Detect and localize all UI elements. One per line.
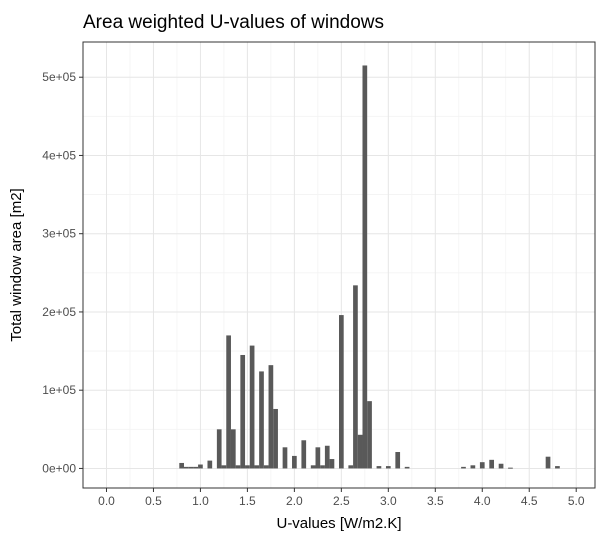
bar — [339, 315, 344, 469]
bar — [479, 462, 485, 469]
x-axis-label: U-values [W/m2.K] — [276, 515, 401, 532]
bar — [179, 462, 184, 469]
bar — [489, 459, 495, 469]
x-tick-label: 4.0 — [474, 494, 491, 508]
bar — [230, 429, 236, 469]
bar — [240, 354, 246, 469]
bar — [385, 466, 391, 469]
bar — [367, 401, 372, 469]
bar — [249, 345, 255, 469]
bar — [221, 465, 227, 469]
bar — [498, 463, 504, 469]
bar — [273, 408, 278, 469]
bar — [362, 65, 368, 469]
y-axis-ticks: 0e+00 1e+05 2e+05 3e+05 4e+05 5e+05 — [42, 70, 83, 475]
x-tick-label: 1.0 — [192, 494, 209, 508]
bar — [183, 466, 189, 469]
x-tick-label: 0.0 — [98, 494, 115, 508]
x-axis-ticks: 0.0 0.5 1.0 1.5 2.0 2.5 3.0 3.5 4.0 4.5 5.0 — [98, 488, 585, 508]
bar — [268, 365, 274, 469]
bar — [545, 456, 551, 469]
x-tick-label: 5.0 — [568, 494, 585, 508]
x-tick-label: 0.5 — [145, 494, 162, 508]
bar — [324, 445, 330, 469]
bar — [555, 466, 560, 469]
bar — [245, 465, 250, 469]
x-tick-label: 4.5 — [521, 494, 538, 508]
y-tick-label: 5e+05 — [42, 70, 76, 84]
x-tick-label: 1.5 — [239, 494, 256, 508]
bar — [259, 371, 264, 469]
bar — [348, 465, 354, 469]
bar — [263, 465, 269, 469]
bar — [353, 285, 358, 469]
x-tick-label: 3.0 — [380, 494, 397, 508]
bar — [282, 447, 288, 469]
bar — [198, 464, 203, 469]
bar — [329, 459, 335, 469]
x-tick-label: 2.5 — [333, 494, 350, 508]
bar — [310, 465, 316, 469]
bar — [395, 452, 401, 469]
x-tick-label: 3.5 — [427, 494, 444, 508]
bar — [235, 465, 241, 469]
chart-title: Area weighted U-values of windows — [83, 12, 384, 33]
bar — [376, 466, 382, 469]
y-tick-label: 2e+05 — [42, 305, 76, 319]
bar — [470, 465, 476, 469]
bar — [404, 466, 410, 469]
bar — [315, 447, 321, 469]
y-tick-label: 1e+05 — [42, 383, 76, 397]
bar — [188, 466, 194, 469]
bar — [226, 335, 231, 469]
y-tick-label: 3e+05 — [42, 227, 76, 241]
panel-border — [82, 41, 596, 489]
bar — [193, 466, 199, 469]
y-tick-label: 4e+05 — [42, 148, 76, 162]
bar — [254, 465, 260, 469]
bar — [216, 429, 222, 469]
bar — [508, 467, 513, 469]
y-tick-label: 0e+00 — [42, 461, 76, 475]
y-axis-label: Total window area [m2] — [8, 188, 25, 341]
bar — [320, 465, 325, 469]
bars — [179, 65, 560, 469]
x-tick-label: 2.0 — [286, 494, 303, 508]
bar — [292, 455, 297, 469]
bar — [301, 440, 307, 469]
bar — [207, 460, 213, 469]
bar — [461, 466, 466, 469]
bar — [357, 434, 363, 469]
